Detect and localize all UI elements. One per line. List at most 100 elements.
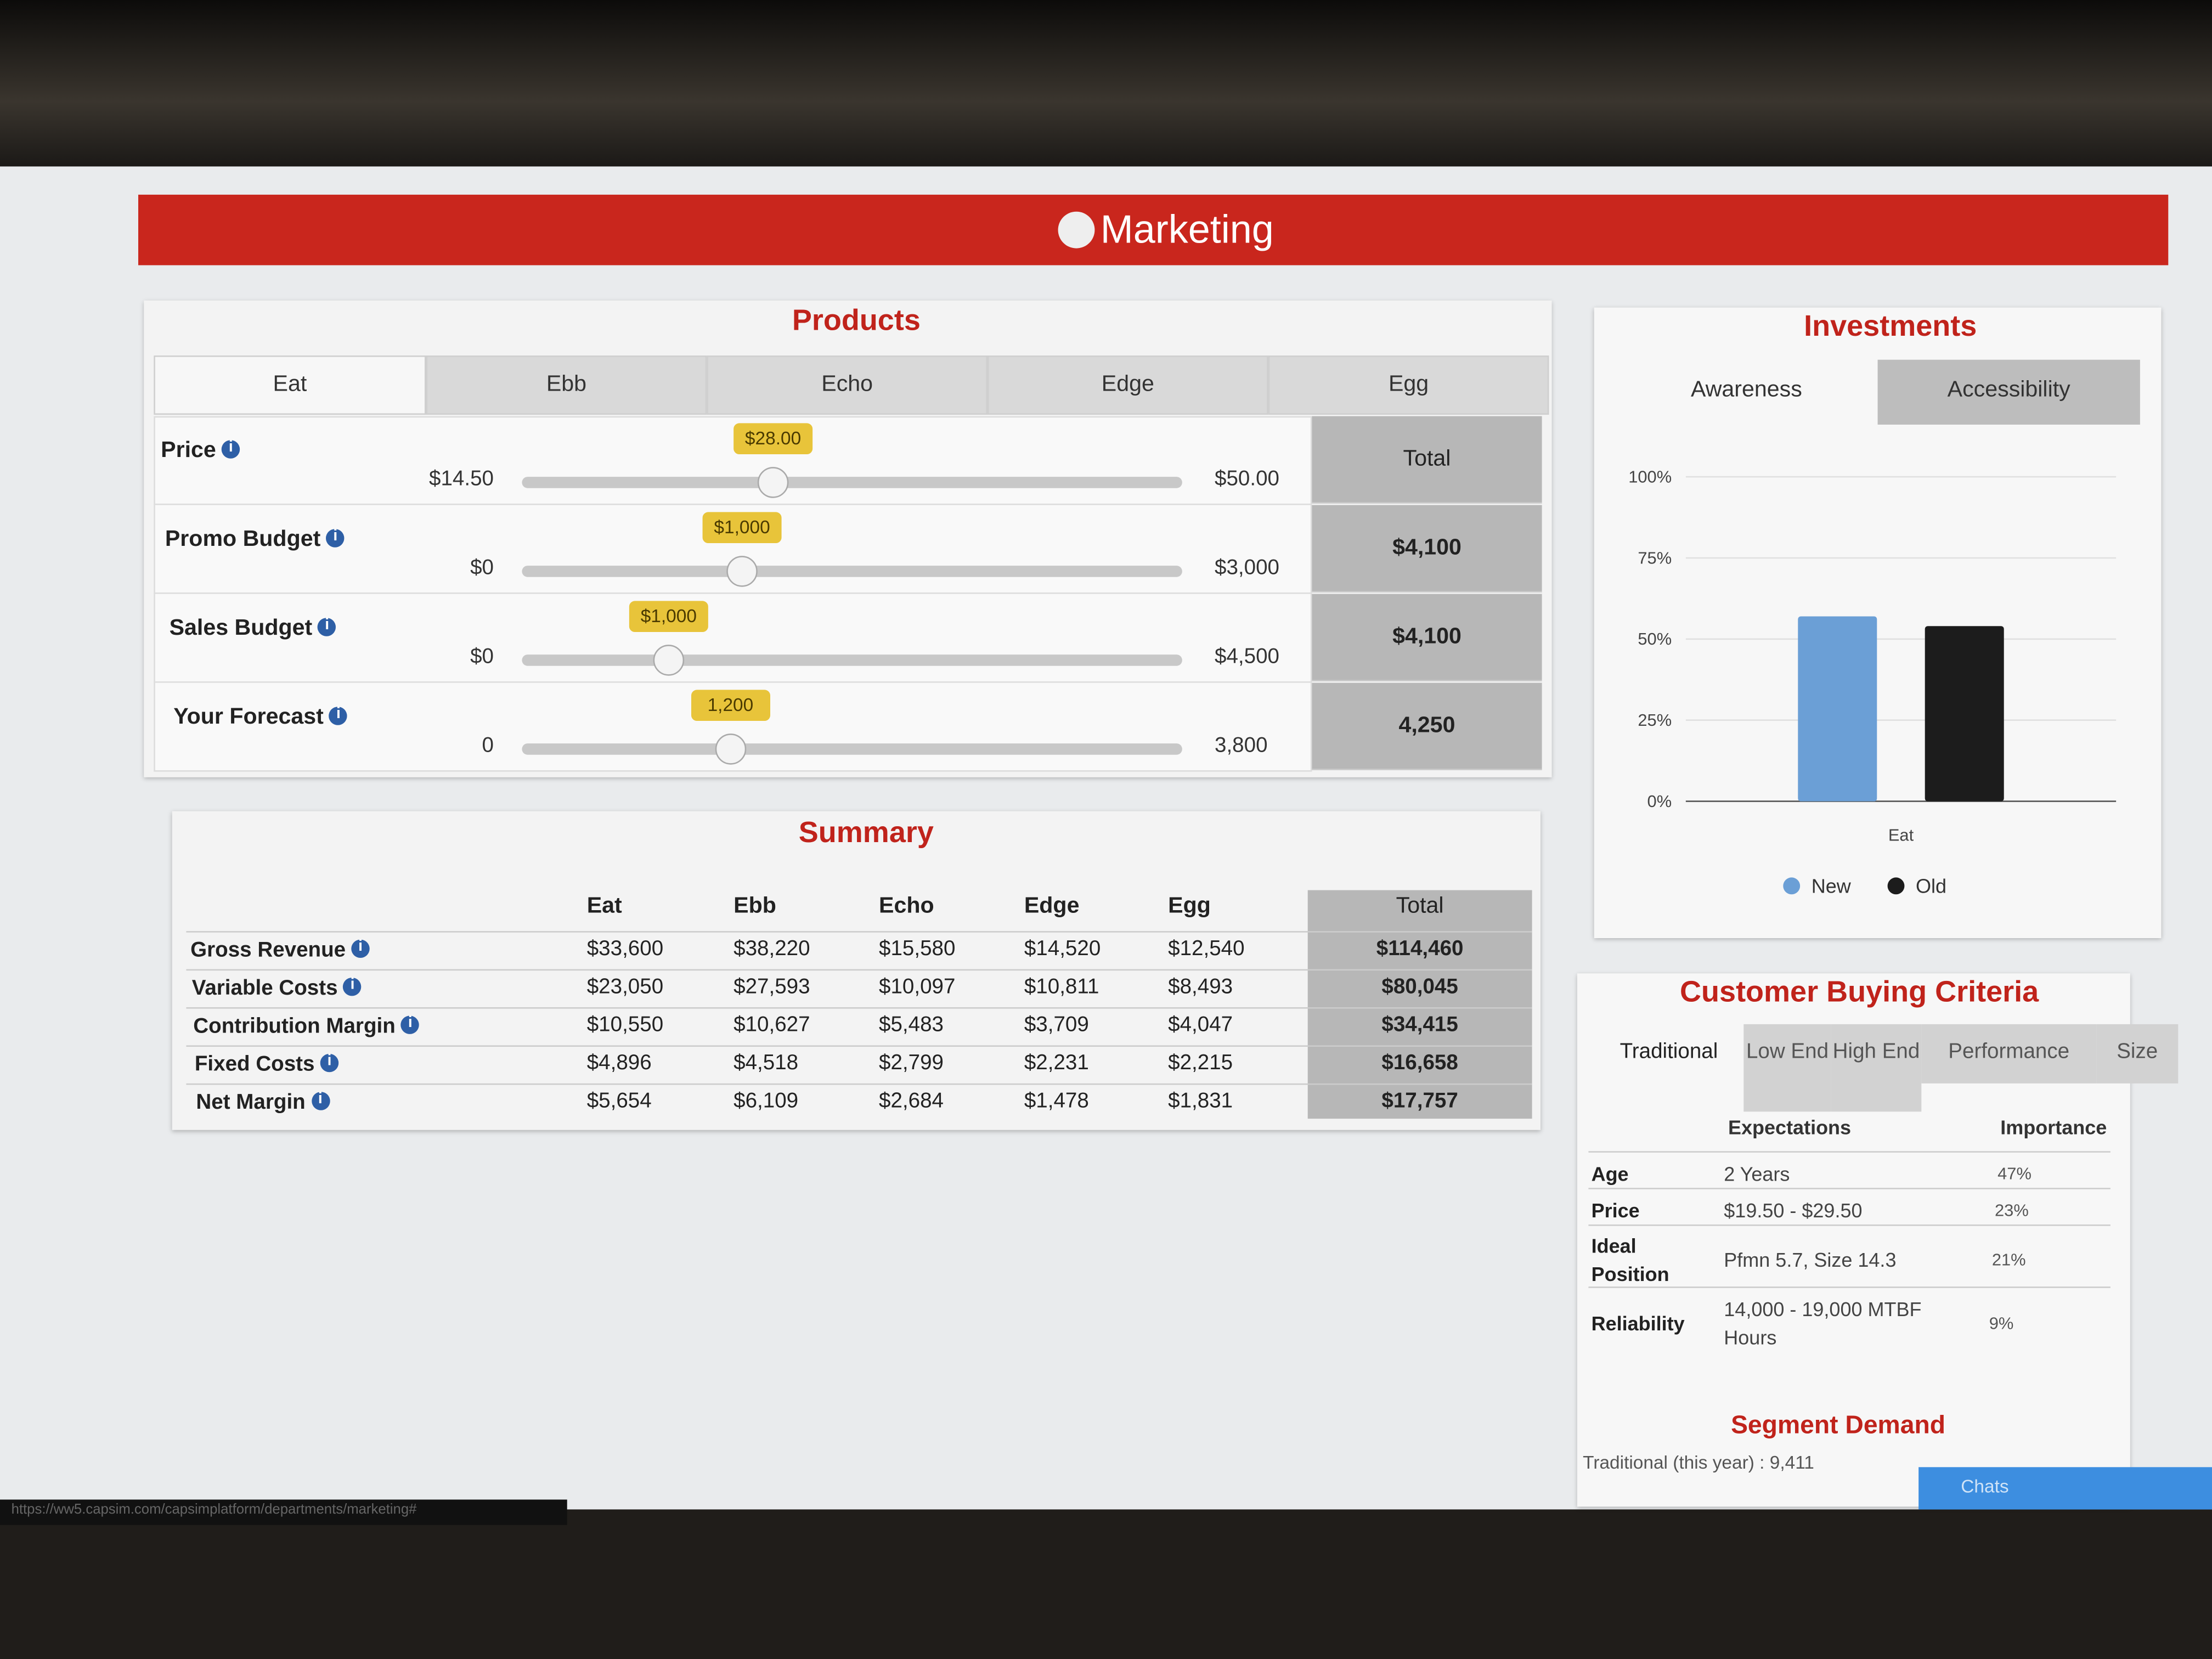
product-tab[interactable]: Echo — [707, 356, 988, 415]
criteria-importance: 21% — [1991, 1250, 2026, 1270]
column-header: Echo — [879, 894, 934, 918]
bar — [1925, 626, 2004, 802]
slider-thumb[interactable] — [757, 467, 789, 498]
cell: $33,600 — [586, 936, 664, 961]
cell: $27,593 — [733, 974, 810, 999]
cell: $14,520 — [1024, 936, 1101, 961]
header-icon — [1058, 211, 1095, 249]
y-tick-label: 0% — [1647, 792, 1672, 811]
slider-track — [522, 566, 1182, 577]
row-label: Fixed Costs — [195, 1052, 562, 1080]
row-divider — [1588, 1188, 2111, 1189]
bottom-bezel — [0, 1509, 2212, 1659]
row-label: Price — [161, 439, 400, 470]
cell: $2,231 — [1024, 1051, 1089, 1075]
cell: $4,896 — [586, 1051, 652, 1075]
info-icon[interactable] — [401, 1014, 420, 1034]
info-icon[interactable] — [329, 706, 348, 725]
y-tick-label: 25% — [1638, 710, 1672, 730]
total-cell: $4,100 — [1312, 505, 1542, 592]
cell: $2,215 — [1168, 1051, 1233, 1075]
criteria-tab[interactable]: Traditional — [1594, 1024, 1744, 1109]
column-header: Egg — [1168, 894, 1211, 918]
slider-thumb[interactable] — [653, 645, 685, 676]
product-tab[interactable]: Eat — [154, 356, 426, 415]
slider-track — [522, 654, 1182, 666]
row-label: Net Margin — [196, 1091, 563, 1119]
info-icon[interactable] — [311, 1091, 330, 1110]
row-divider — [154, 504, 1312, 505]
criteria-tab[interactable]: Low End — [1743, 1024, 1831, 1112]
slider-max: $4,500 — [1215, 645, 1280, 669]
info-icon[interactable] — [222, 439, 240, 459]
cell: $3,709 — [1024, 1013, 1089, 1037]
demand-text: Traditional (this year) : 9,411 — [1583, 1452, 1814, 1473]
cell: $12,540 — [1168, 936, 1245, 961]
cell: $15,580 — [879, 936, 956, 961]
cell: $1,478 — [1024, 1089, 1089, 1113]
criteria-tab[interactable]: Size — [2096, 1024, 2179, 1084]
cell: $16,658 — [1381, 1051, 1458, 1075]
cell: $4,518 — [733, 1051, 799, 1075]
row-divider — [186, 1045, 1532, 1047]
info-icon[interactable] — [343, 976, 362, 996]
table-header: Importance — [2000, 1116, 2107, 1139]
slider-track — [522, 743, 1182, 755]
row-label: Sales Budget — [170, 617, 409, 648]
info-icon[interactable] — [326, 528, 345, 548]
cell: $8,493 — [1168, 974, 1233, 999]
row-divider — [154, 681, 1312, 683]
slider-thumb[interactable] — [726, 556, 758, 587]
row-divider — [154, 770, 1312, 772]
cell: $2,799 — [879, 1051, 944, 1075]
y-tick-label: 75% — [1638, 548, 1672, 567]
cell: $38,220 — [733, 936, 810, 961]
row-divider — [186, 1083, 1532, 1085]
cell: $10,627 — [733, 1013, 810, 1037]
slider-max: $3,000 — [1215, 556, 1280, 580]
column-header: Ebb — [733, 894, 776, 918]
slider-max: $50.00 — [1215, 467, 1280, 491]
criteria-label: Reliability — [1591, 1312, 1685, 1335]
column-header: Eat — [586, 894, 622, 918]
criteria-importance: 47% — [1997, 1164, 2032, 1184]
row-label: Promo Budget — [165, 528, 405, 559]
cell: $80,045 — [1381, 974, 1458, 999]
info-icon[interactable] — [320, 1052, 339, 1073]
row-divider — [186, 1007, 1532, 1009]
info-icon[interactable] — [351, 938, 370, 958]
chat-button[interactable]: Chats — [1918, 1467, 2212, 1510]
table-header: Expectations — [1728, 1116, 1852, 1139]
cell: $17,757 — [1381, 1089, 1458, 1113]
investment-tab[interactable]: Awareness — [1615, 359, 1878, 425]
section-title: Products — [792, 304, 921, 337]
total-cell: Total — [1312, 416, 1542, 504]
product-tab[interactable]: Ebb — [426, 356, 707, 415]
cell: $2,684 — [879, 1089, 944, 1113]
row-divider — [1588, 1286, 2111, 1288]
info-icon[interactable] — [318, 617, 336, 636]
cell: $10,550 — [586, 1013, 664, 1037]
slider-min: $0 — [470, 645, 494, 669]
investment-tab[interactable]: Accessibility — [1877, 359, 2140, 425]
cell: $10,811 — [1024, 974, 1099, 999]
product-tab[interactable]: Edge — [988, 356, 1268, 415]
criteria-value: $19.50 - $29.50 — [1724, 1199, 1863, 1222]
slider-min: 0 — [482, 733, 494, 758]
row-divider — [186, 969, 1532, 971]
slider-thumb[interactable] — [715, 733, 746, 765]
total-column — [1307, 890, 1532, 1119]
criteria-tab[interactable]: Performance — [1921, 1024, 2097, 1084]
product-tab[interactable]: Egg — [1268, 356, 1549, 415]
y-tick-label: 50% — [1638, 629, 1672, 648]
total-cell: 4,250 — [1312, 682, 1542, 770]
y-tick-label: 100% — [1628, 467, 1672, 486]
criteria-tab[interactable]: High End — [1831, 1024, 1922, 1112]
cell: $4,047 — [1168, 1013, 1233, 1037]
row-label: Your Forecast — [173, 706, 413, 737]
total-cell: $4,100 — [1312, 594, 1542, 681]
cell: $23,050 — [586, 974, 664, 999]
header-bar — [138, 194, 2169, 266]
